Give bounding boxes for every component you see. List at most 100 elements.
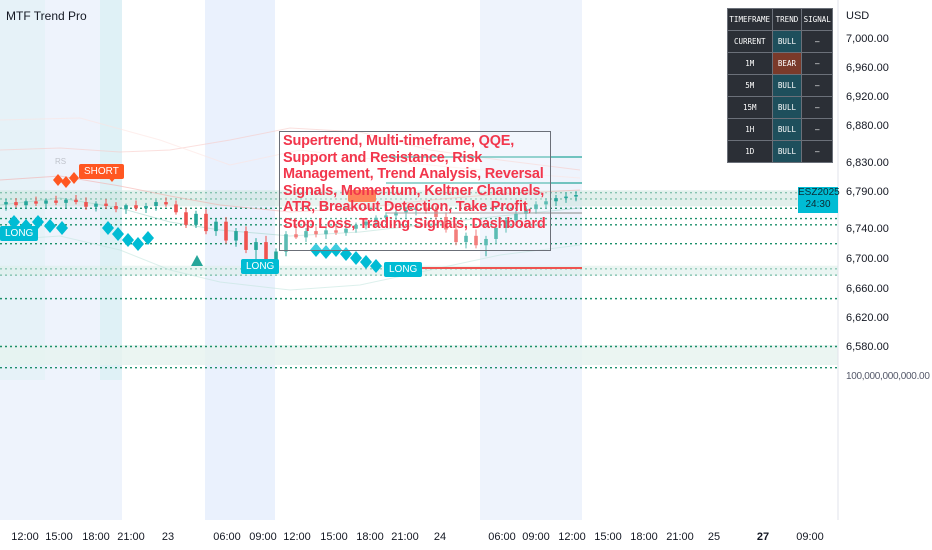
candle-body <box>464 235 468 243</box>
candle-body <box>434 210 438 217</box>
dashboard-timeframe: 5M <box>727 74 773 97</box>
session-band <box>480 0 582 520</box>
candle-body <box>394 212 398 216</box>
price-axis-label: 7,000.00 <box>846 33 889 45</box>
dashboard-row: 1M BEAR – <box>727 52 833 75</box>
time-axis-label: 18:00 <box>356 531 384 543</box>
candle-body <box>484 238 488 246</box>
time-axis-label: 24 <box>433 531 447 543</box>
bull-diamond <box>320 245 332 259</box>
long-signal-tag: LONG <box>384 262 423 277</box>
price-axis-label: 6,660.00 <box>846 283 889 295</box>
candle-body <box>564 196 568 199</box>
dashboard-header-signal: SIGNAL <box>801 8 833 31</box>
candle-body <box>304 231 308 238</box>
bull-diamond <box>32 215 44 229</box>
candle-body <box>364 221 368 225</box>
candle-body <box>254 242 258 250</box>
candle-body <box>274 251 278 261</box>
price-axis-label: 6,580.00 <box>846 341 889 353</box>
candle-body <box>184 212 188 225</box>
dashboard-timeframe: CURRENT <box>727 30 773 53</box>
dashboard-signal: – <box>801 118 833 141</box>
price-axis-label: 100,000,000,000.00 <box>846 371 930 382</box>
dashboard-signal: – <box>801 74 833 97</box>
dashboard-trend: BULL <box>771 96 803 119</box>
session-band <box>0 0 45 380</box>
candle-body <box>24 201 28 206</box>
candle-body <box>34 201 38 204</box>
price-axis-label: 6,960.00 <box>846 62 889 74</box>
time-axis-label: 25 <box>707 531 721 543</box>
time-axis-label: 12:00 <box>558 531 586 543</box>
time-axis-label: 21:00 <box>391 531 419 543</box>
short-marker <box>348 190 376 202</box>
annotation-box[interactable] <box>279 131 551 251</box>
price-axis-label: 6,620.00 <box>846 312 889 324</box>
long-signal-tag: LONG <box>241 259 280 274</box>
bear-diamond <box>69 172 79 184</box>
channel-line <box>0 117 581 179</box>
time-axis-label: 12:00 <box>11 531 39 543</box>
candle-body <box>374 217 378 222</box>
annotation-text: Supertrend, Multi-timeframe, QQE, Suppor… <box>283 133 546 232</box>
candle-body <box>264 242 268 261</box>
level-zone <box>0 190 838 207</box>
candle-body <box>54 200 58 203</box>
time-axis-label: 06:00 <box>488 531 516 543</box>
candle-body <box>214 221 218 232</box>
buy-triangle <box>191 255 203 266</box>
candle-body <box>454 229 458 243</box>
time-axis-label: 23 <box>161 531 175 543</box>
time-axis-label: 15:00 <box>594 531 622 543</box>
price-axis-label: 6,740.00 <box>846 223 889 235</box>
bull-diamond <box>56 221 68 235</box>
candle-body <box>404 209 408 213</box>
candle-body <box>534 204 538 210</box>
dashboard-trend: BEAR <box>771 52 803 75</box>
candle-body <box>204 213 208 232</box>
candle-body <box>194 213 198 225</box>
indicator-title: MTF Trend Pro <box>6 9 87 23</box>
channel-line <box>0 175 581 213</box>
bull-diamond <box>360 255 372 269</box>
time-axis-label: 09:00 <box>796 531 824 543</box>
candle-body <box>124 205 128 210</box>
dashboard-trend: BULL <box>771 74 803 97</box>
candle-body <box>174 204 178 213</box>
candle-body <box>554 198 558 202</box>
bull-diamond <box>132 237 144 251</box>
zone-band <box>0 345 838 365</box>
bull-diamond <box>44 219 56 233</box>
bull-diamond <box>102 221 114 235</box>
time-axis-label: 21:00 <box>666 531 694 543</box>
dashboard-timeframe: 1D <box>727 140 773 163</box>
candle-body <box>294 234 298 238</box>
dashboard-header-timeframe: TIMEFRAME <box>727 8 773 31</box>
candle-body <box>84 202 88 207</box>
candle-body <box>544 201 548 205</box>
time-axis-label: 18:00 <box>630 531 658 543</box>
channel-line <box>0 197 581 237</box>
dashboard-trend: BULL <box>771 140 803 163</box>
candle-body <box>354 224 358 229</box>
candle-body <box>414 207 418 210</box>
faded-signal-tag: RS <box>55 157 67 166</box>
candle-body <box>94 203 98 207</box>
time-axis-label: 09:00 <box>522 531 550 543</box>
candle-body <box>234 231 238 241</box>
time-axis-label: 18:00 <box>82 531 110 543</box>
dashboard-trend: BULL <box>771 30 803 53</box>
candle-body <box>64 199 68 203</box>
price-axis-label: 6,700.00 <box>846 253 889 265</box>
bear-diamond <box>53 174 63 186</box>
candle-body <box>494 227 498 239</box>
dashboard-timeframe: 1M <box>727 52 773 75</box>
channel-line <box>0 127 581 171</box>
time-axis-label: 09:00 <box>249 531 277 543</box>
candle-body <box>224 221 228 241</box>
dashboard-signal: – <box>801 96 833 119</box>
dashboard-signal: – <box>801 140 833 163</box>
long-signal-tag: LONG <box>0 226 39 241</box>
candle-body <box>504 220 508 228</box>
